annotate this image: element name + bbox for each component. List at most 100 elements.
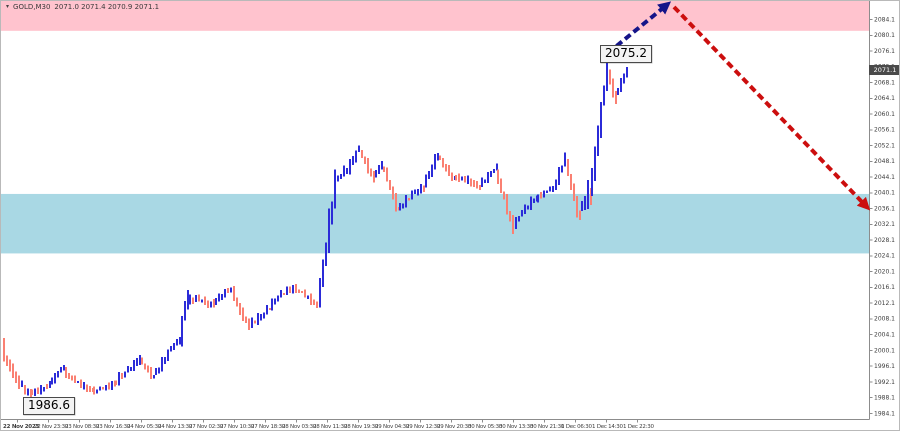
low-price-label[interactable]: 1986.6 xyxy=(23,397,75,415)
ohlc-bar xyxy=(367,158,369,174)
chart-symbol-label: GOLD,M30 xyxy=(13,3,51,11)
time-tick-label: 22 Nov 2023 xyxy=(3,424,39,430)
ohlc-bar xyxy=(512,214,514,234)
ohlc-bar xyxy=(130,367,132,372)
support-zone[interactable] xyxy=(1,193,869,254)
ohlc-bar xyxy=(334,169,336,209)
ohlc-bar xyxy=(46,383,48,389)
high-price-label[interactable]: 2075.2 xyxy=(600,45,652,63)
ohlc-bar xyxy=(96,389,98,394)
ohlc-bar xyxy=(573,183,575,202)
ohlc-bar xyxy=(144,363,146,370)
ohlc-bar xyxy=(476,180,478,189)
ohlc-bar xyxy=(340,174,342,180)
ohlc-bar xyxy=(442,157,444,168)
ohlc-bar xyxy=(289,286,291,293)
ohlc-bar xyxy=(6,355,8,367)
chart-symbol-icon: ▾ xyxy=(6,3,10,10)
ohlc-bar xyxy=(417,189,419,196)
ohlc-bar xyxy=(552,185,554,193)
ohlc-bar xyxy=(322,259,324,287)
price-tick-label: 2076.1 xyxy=(874,48,895,55)
ohlc-bar xyxy=(127,366,129,373)
ohlc-bar xyxy=(65,366,67,378)
ohlc-bar xyxy=(141,357,143,365)
ohlc-bar xyxy=(481,177,483,187)
ohlc-bar xyxy=(179,337,181,345)
price-tick-label: 2044.1 xyxy=(874,174,895,181)
ohlc-bar xyxy=(3,338,5,362)
price-tick-label: 1996.1 xyxy=(874,363,895,370)
ohlc-bar xyxy=(579,210,581,221)
ohlc-bar xyxy=(24,384,26,395)
ohlc-bar xyxy=(89,385,91,392)
ohlc-bar xyxy=(147,365,149,373)
ohlc-bar xyxy=(313,299,315,305)
ohlc-bar xyxy=(549,186,551,192)
price-axis[interactable]: 2084.12080.12076.12072.12068.12064.12060… xyxy=(869,16,896,417)
ohlc-bar xyxy=(170,345,172,352)
ohlc-bar xyxy=(316,301,318,309)
ohlc-bar xyxy=(500,178,502,193)
ohlc-bar xyxy=(118,372,120,386)
ohlc-bar xyxy=(626,67,628,78)
price-tick-label: 2032.1 xyxy=(874,221,895,228)
ohlc-bar xyxy=(68,373,70,380)
ohlc-bar xyxy=(587,179,589,209)
ohlc-bar xyxy=(448,165,450,177)
ohlc-bar xyxy=(509,210,511,222)
ohlc-bar xyxy=(467,175,469,184)
ohlc-bar xyxy=(181,316,183,347)
ohlc-bar xyxy=(479,184,481,190)
ohlc-bar xyxy=(153,375,155,379)
price-tick-label: 2068.1 xyxy=(874,79,895,86)
price-tick-label: 2008.1 xyxy=(874,316,895,323)
ohlc-bar xyxy=(9,359,11,372)
ohlc-bar xyxy=(530,196,532,210)
price-tick-label: 2056.1 xyxy=(874,127,895,134)
ohlc-bar xyxy=(251,317,253,328)
time-tick-label: 29 Nov 20:30 xyxy=(437,424,472,430)
ohlc-bar xyxy=(395,192,397,212)
resistance-zone[interactable] xyxy=(1,1,869,31)
price-tick-label: 1992.1 xyxy=(874,379,895,386)
ohlc-bar xyxy=(176,339,178,346)
ohlc-bar xyxy=(325,242,327,267)
price-tick-label: 2004.1 xyxy=(874,332,895,339)
ohlc-bar xyxy=(493,169,495,173)
time-tick-label: 1 Dec 14:30 xyxy=(592,424,623,430)
ohlc-bar xyxy=(590,187,592,206)
ohlc-bar xyxy=(370,168,372,177)
ohlc-bar xyxy=(431,164,433,177)
time-tick-label: 29 Nov 04:30 xyxy=(375,424,410,430)
price-tick-label: 2080.1 xyxy=(874,32,895,39)
ohlc-bar xyxy=(620,78,622,92)
ohlc-bar xyxy=(239,303,241,316)
ohlc-bar xyxy=(473,180,475,188)
ohlc-bar xyxy=(591,167,593,197)
ohlc-bar xyxy=(155,367,157,376)
ohlc-bar xyxy=(423,185,425,192)
ohlc-bar xyxy=(99,386,101,391)
ohlc-bar xyxy=(405,194,407,208)
ohlc-bar xyxy=(420,183,422,194)
ohlc-bar xyxy=(561,165,563,173)
ohlc-bar xyxy=(187,290,189,310)
ohlc-bar xyxy=(434,153,436,170)
ohlc-bar xyxy=(207,300,209,308)
ohlc-bar xyxy=(428,171,430,180)
ohlc-bar xyxy=(386,167,388,182)
ohlc-bar xyxy=(515,217,517,229)
ohlc-bar xyxy=(192,297,194,304)
ohlc-bar xyxy=(612,78,614,98)
bearish-projection-arrow[interactable] xyxy=(672,5,871,211)
ohlc-bar xyxy=(555,179,557,190)
ohlc-bar xyxy=(224,289,226,298)
time-tick-label: 30 Nov 13:30 xyxy=(499,424,534,430)
ohlc-bar xyxy=(139,355,141,365)
ohlc-bar xyxy=(425,174,427,188)
ohlc-bar xyxy=(15,371,17,383)
ohlc-bar xyxy=(378,165,380,174)
